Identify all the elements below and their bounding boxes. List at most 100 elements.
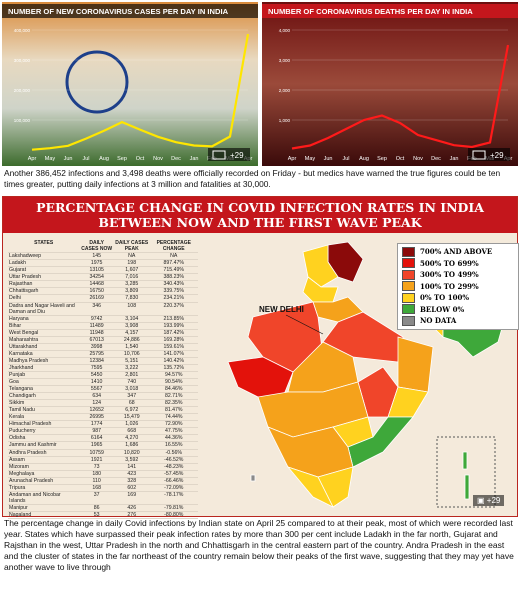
table-cell: 740: [113, 378, 150, 387]
state-name: Bihar: [8, 322, 80, 330]
legend-item: BELOW 0%: [402, 304, 514, 316]
photo-count[interactable]: +29: [208, 148, 250, 161]
table-row: Himachal Pradesh 1774 1,026 72.90%: [8, 420, 198, 429]
table-cell: 12384: [79, 357, 114, 365]
data-line: [31, 33, 250, 151]
column-header: PERCENTAGE CHANGE: [149, 240, 198, 254]
india-map: NEW DELHI: [227, 241, 509, 508]
table-cell: 108: [113, 302, 150, 316]
state-name: Delhi: [8, 294, 80, 303]
badge: +29: [486, 496, 501, 505]
x-tick-label: Jul: [342, 156, 349, 162]
table-cell: -66.46%: [149, 477, 198, 485]
table-cell: 159.61%: [149, 343, 198, 351]
table-cell: 340.43%: [149, 280, 198, 289]
table-cell: 2,801: [113, 371, 150, 380]
state-name: Haryana: [8, 315, 80, 323]
table-cell: 5450: [79, 371, 114, 380]
table-cell: 141: [113, 463, 150, 471]
table-row: Uttar Pradesh 34254 7,016 388.23%: [8, 273, 198, 282]
table-cell: 234.21%: [149, 294, 198, 303]
table-cell: 10,820: [113, 449, 150, 457]
table-cell: 81.47%: [149, 406, 198, 415]
legend-label: NO DATA: [420, 316, 457, 326]
table-row: Arunachal Pradesh 110 328 -66.46%: [8, 477, 198, 485]
table-row: Goa 1410 740 90.54%: [8, 378, 198, 387]
state-name: Andaman and Nicobar Islands: [8, 491, 80, 505]
legend-label: 300% TO 499%: [420, 270, 479, 280]
y-tick-label: 200,000: [14, 88, 31, 93]
table-cell: NA: [113, 252, 150, 261]
table-cell: 145: [79, 252, 114, 261]
table-cell: 37: [79, 491, 114, 505]
table-row: Andhra Pradesh 10759 10,820 -0.56%: [8, 449, 198, 457]
state-name: Lakshadweep: [8, 252, 80, 261]
state-name: Tripura: [8, 484, 80, 492]
table-row: Karnataka 25795 10,706 141.07%: [8, 350, 198, 358]
state-name: Odisha: [8, 434, 80, 443]
x-tick-label: Sep: [377, 156, 387, 162]
photo-count[interactable]: ▣ +29: [473, 495, 505, 506]
legend-item: 0% TO 100%: [402, 292, 514, 304]
state-region: [464, 474, 470, 500]
x-tick-label: Sep: [117, 156, 127, 162]
table-cell: 12652: [79, 406, 114, 415]
state-name: Uttar Pradesh: [8, 273, 80, 282]
table-row: Tripura 168 602 -72.09%: [8, 484, 198, 492]
table-cell: 987: [79, 427, 114, 436]
state-name: Meghalaya: [8, 470, 80, 478]
table-cell: 1,540: [113, 343, 150, 351]
table-cell: 16750: [79, 287, 114, 296]
table-row: Andaman and Nicobar Islands 37 169 -78.17%: [8, 491, 198, 505]
legend-item: 500% TO 699%: [402, 258, 514, 270]
legend-label: 500% TO 699%: [420, 258, 479, 268]
table-row: Uttarakhand 3998 1,540 159.61%: [8, 343, 198, 351]
table-row: Rajasthan 14468 3,285 340.43%: [8, 280, 198, 289]
table-cell: 7595: [79, 364, 114, 372]
legend-label: 100% TO 299%: [420, 281, 479, 291]
table-cell: 1410: [79, 378, 114, 387]
x-tick-label: Jan: [450, 156, 459, 162]
table-cell: 73: [79, 463, 114, 471]
table-row: Manipur 86 426 -79.81%: [8, 504, 198, 512]
table-row: Puducherry 987 668 47.75%: [8, 427, 198, 436]
state-name: Assam: [8, 456, 80, 464]
table-cell: 1921: [79, 456, 114, 464]
state-name: Chandigarh: [8, 392, 80, 401]
table-row: Delhi 26169 7,830 234.21%: [8, 294, 198, 303]
camera-icon: ▣: [477, 496, 487, 505]
state-name: Gujarat: [8, 266, 80, 275]
photo-count[interactable]: +29: [468, 148, 510, 161]
table-cell: 11489: [79, 322, 114, 330]
table-cell: 3,104: [113, 315, 150, 323]
y-tick-label: 400,000: [14, 28, 31, 33]
table-cell: 3,592: [113, 456, 150, 464]
camera-icon: [472, 150, 486, 160]
table-row: Jharkhand 7595 3,222 135.72%: [8, 364, 198, 372]
table-row: Chandigarh 634 347 82.71%: [8, 392, 198, 401]
state-name: Sikkim: [8, 399, 80, 408]
state-name: Madhya Pradesh: [8, 357, 80, 365]
table-cell: 169.28%: [149, 336, 198, 344]
state-name: Kerala: [8, 413, 80, 422]
legend-swatch: [402, 315, 415, 326]
table-row: Sikkim 124 68 82.35%: [8, 399, 198, 408]
table-cell: 15,479: [113, 413, 150, 422]
table-row: Assam 1921 3,592 -46.52%: [8, 456, 198, 464]
table-row: Odisha 6164 4,270 44.36%: [8, 434, 198, 443]
state-name: Dadra and Nagar Haveli and Daman and Diu: [8, 302, 80, 316]
x-tick-label: Dec: [431, 156, 441, 162]
y-tick-label: 300,000: [14, 58, 31, 63]
table-cell: 3,908: [113, 322, 150, 330]
x-tick-label: Jun: [324, 156, 333, 162]
table-cell: 44.36%: [149, 434, 198, 443]
table-cell: 168: [79, 484, 114, 492]
x-tick-label: Dec: [171, 156, 181, 162]
state-name: Punjab: [8, 371, 80, 380]
infographic-title: PERCENTAGE CHANGE IN COVID INFECTION RAT…: [3, 197, 517, 233]
table-cell: 82.71%: [149, 392, 198, 401]
table-cell: 4,157: [113, 329, 150, 337]
table-cell: 72.90%: [149, 420, 198, 429]
title-strip: [262, 4, 518, 18]
table-cell: 68: [113, 399, 150, 408]
